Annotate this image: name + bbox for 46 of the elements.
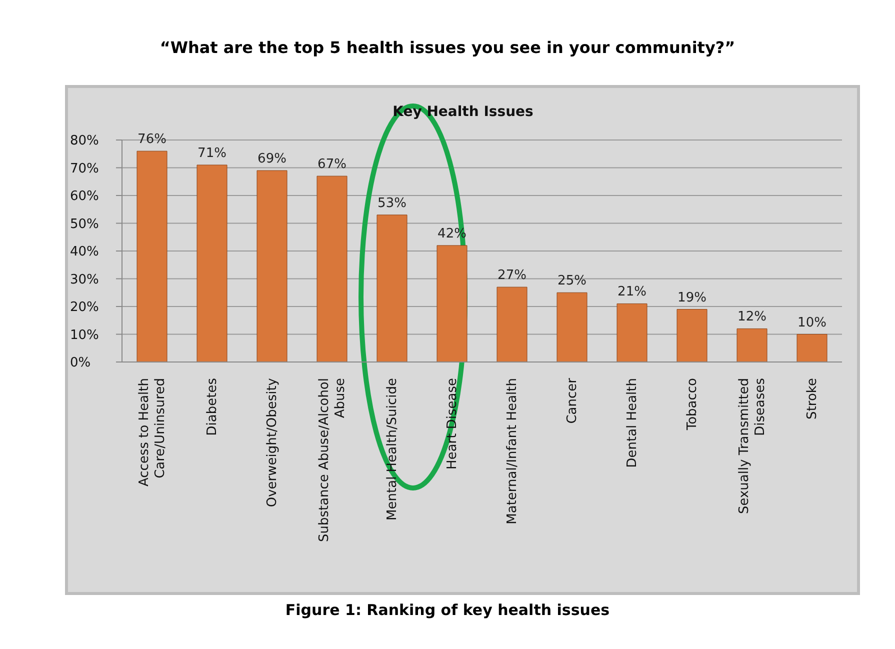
bar xyxy=(676,309,708,362)
bar xyxy=(496,286,528,362)
y-tick-label: 80% xyxy=(70,134,99,149)
y-tick-label: 40% xyxy=(70,244,99,260)
x-tick-label: Cancer xyxy=(565,377,580,424)
x-tick-label: Mental Health/Suicide xyxy=(385,378,400,520)
x-tick-label: Substance Abuse/Alcohol Abuse xyxy=(317,378,348,542)
bar xyxy=(256,170,288,362)
y-tick-label: 30% xyxy=(70,272,99,288)
data-label: 19% xyxy=(678,290,706,306)
y-tick-label: 50% xyxy=(70,216,99,232)
data-label: 71% xyxy=(198,146,226,161)
bar xyxy=(316,176,348,362)
bar xyxy=(796,334,828,362)
x-tick-label: Heart Disease xyxy=(445,378,460,470)
y-tick-label: 70% xyxy=(70,161,99,176)
bar xyxy=(136,150,168,362)
data-label: 10% xyxy=(798,315,826,330)
data-label: 12% xyxy=(738,310,766,325)
x-tick-label: Tobacco xyxy=(685,378,700,432)
data-label: 69% xyxy=(258,152,286,167)
x-tick-label: Stroke xyxy=(805,378,820,420)
x-tick-label: Diabetes xyxy=(205,378,220,436)
bar xyxy=(436,245,468,362)
y-tick-label: 60% xyxy=(70,189,99,204)
data-label: 27% xyxy=(498,268,526,284)
y-tick-label: 0% xyxy=(70,356,91,371)
data-label: 21% xyxy=(618,284,646,300)
x-tick-label: Access to Health Care/Uninsured xyxy=(137,378,168,487)
y-tick-label: 20% xyxy=(70,300,99,316)
x-tick-label: Dental Health xyxy=(625,378,640,468)
data-label: 53% xyxy=(378,196,406,211)
bar xyxy=(556,292,588,362)
bar xyxy=(196,164,228,362)
caption: Figure 1: Ranking of key health issues xyxy=(284,601,611,619)
data-label: 76% xyxy=(138,132,166,148)
y-tick-label: 10% xyxy=(70,328,99,343)
x-tick-label: Maternal/Infant Health xyxy=(505,378,520,524)
bar xyxy=(736,328,768,362)
data-label: 25% xyxy=(558,274,586,289)
chart-title: “What are the top 5 health issues you see in your community?” xyxy=(158,38,736,57)
x-tick-label: Overweight/Obesity xyxy=(265,378,280,508)
x-tick-label: Sexually Transmitted Diseases xyxy=(737,378,768,514)
bar xyxy=(616,303,648,362)
data-label: 67% xyxy=(318,157,346,172)
bar xyxy=(376,214,408,362)
